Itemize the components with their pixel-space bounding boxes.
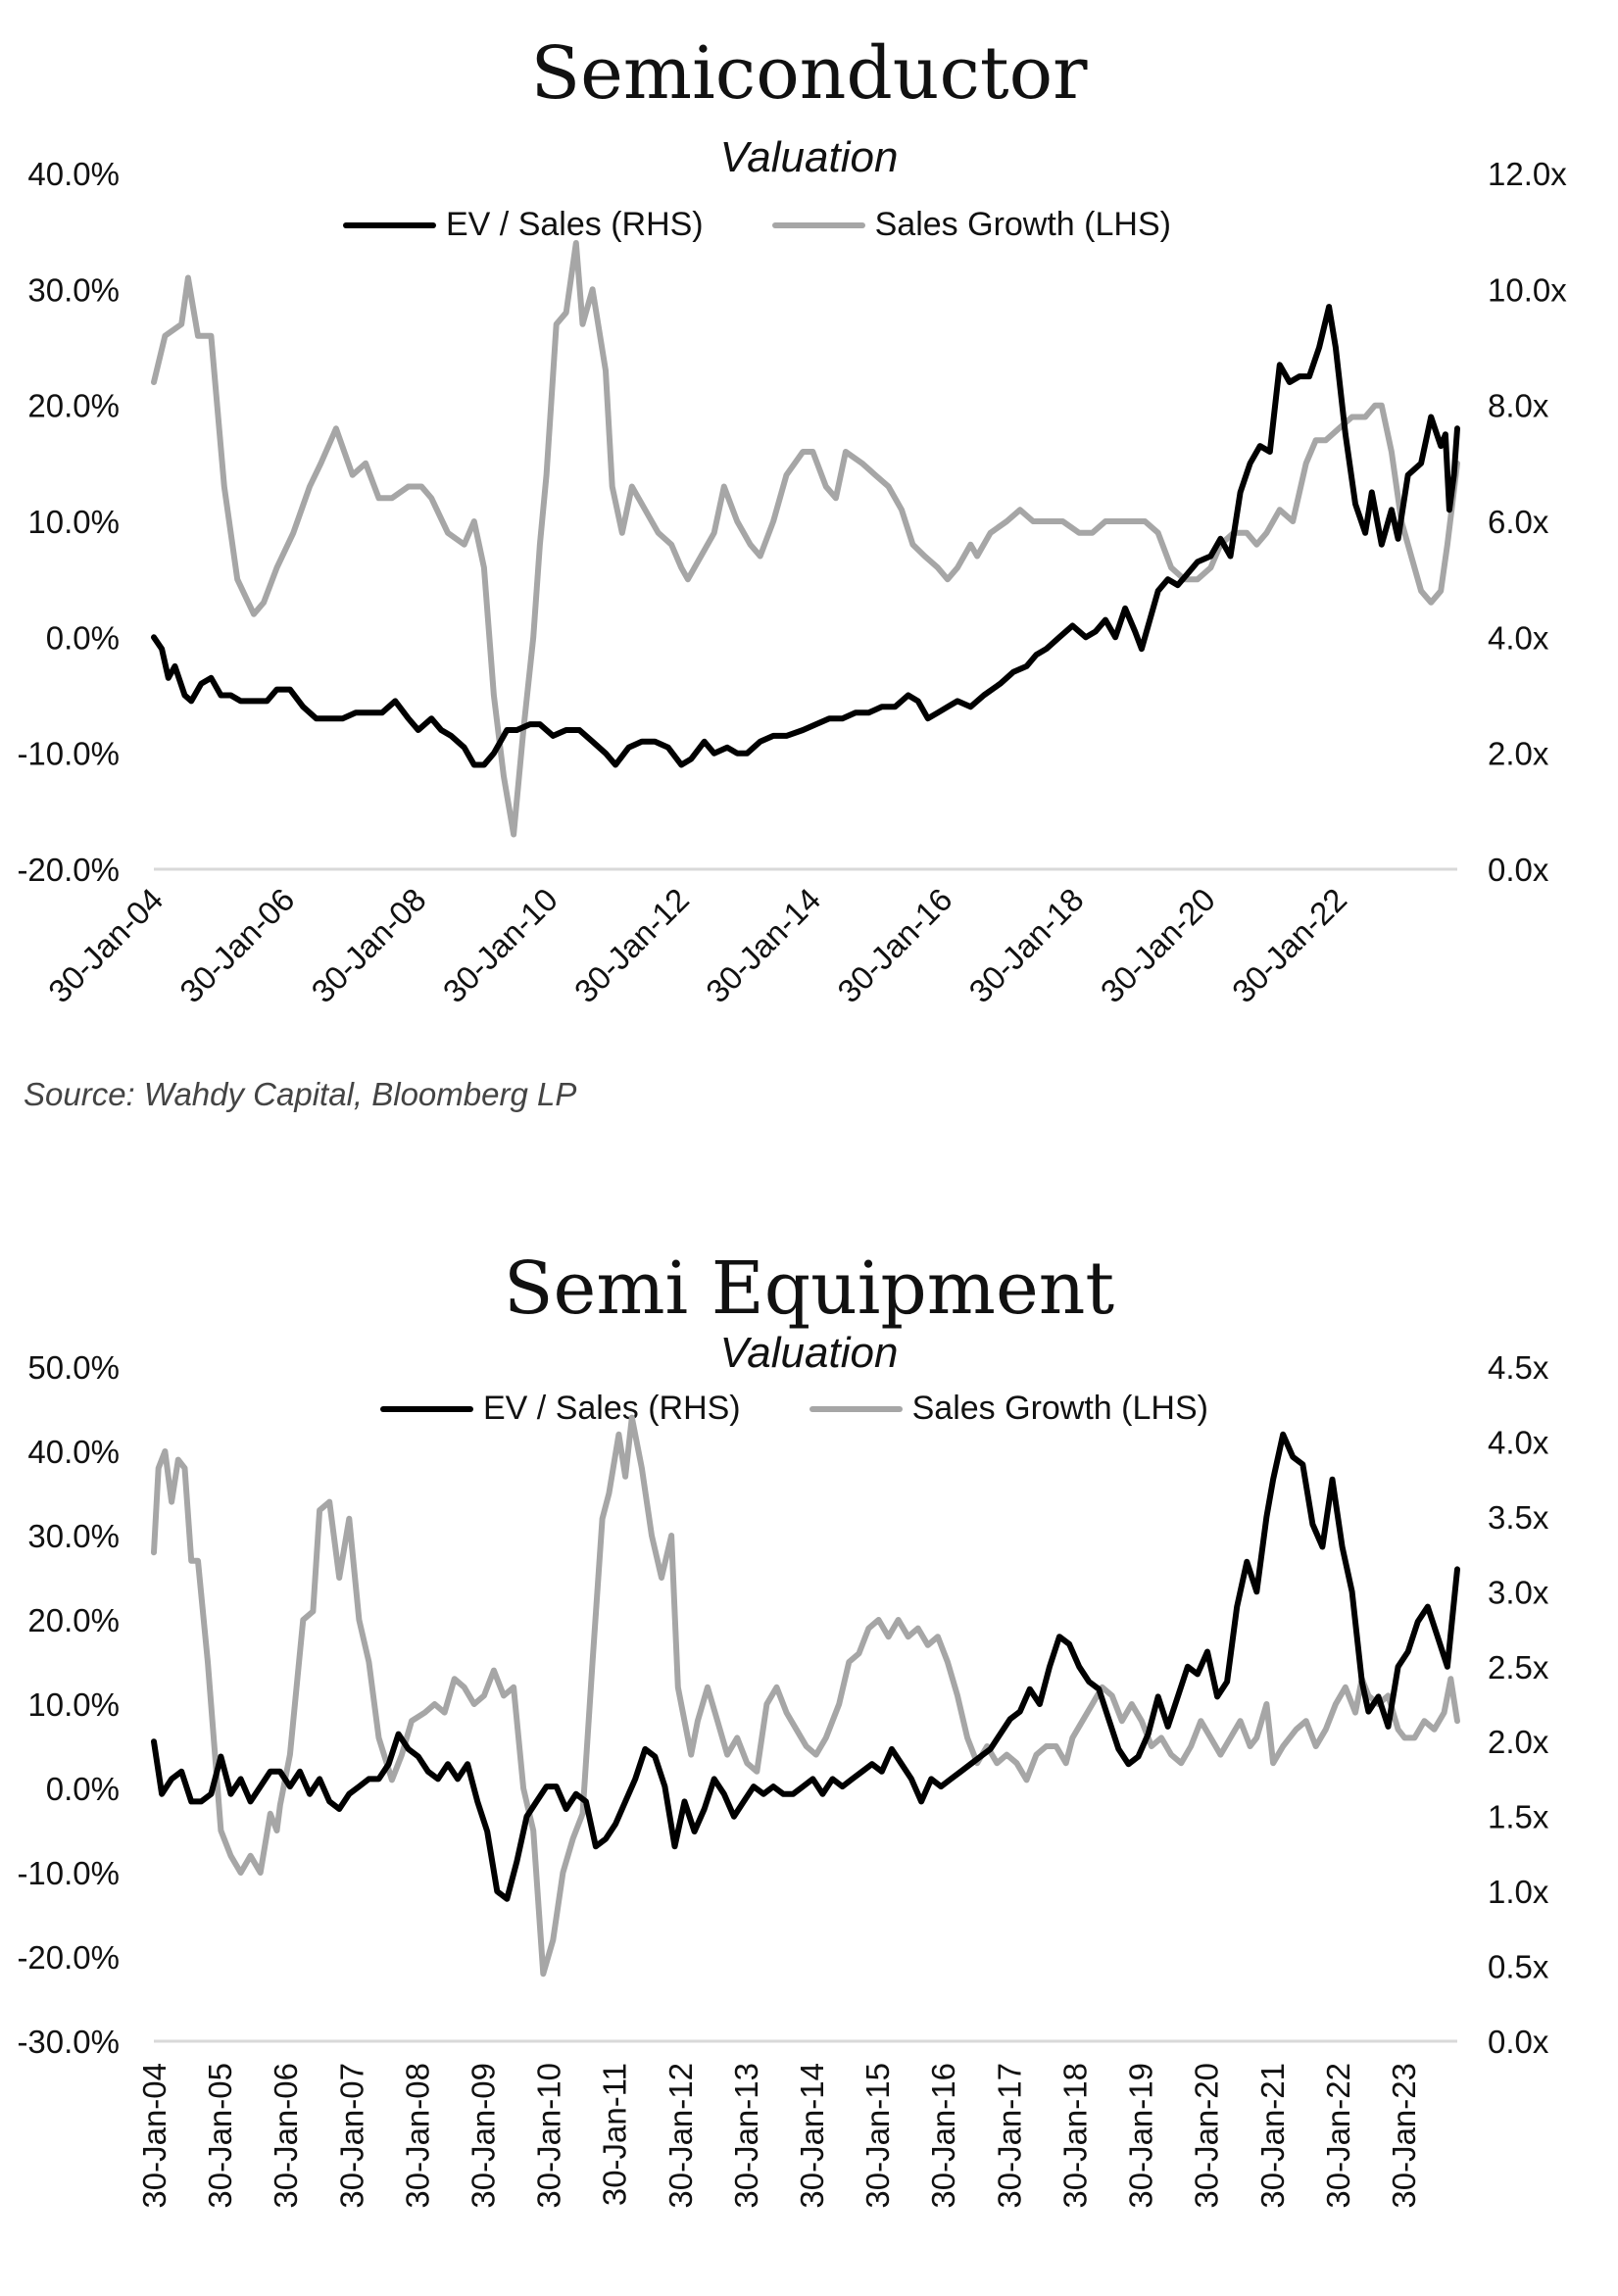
chart-legend: EV / Sales (RHS) Sales Growth (LHS) [343, 206, 1171, 244]
x-tick-label: 30-Jan-18 [1056, 2063, 1093, 2209]
legend-swatch-growth [809, 1405, 903, 1412]
x-tick-label: 30-Jan-19 [1123, 2063, 1159, 2209]
x-tick-label: 30-Jan-12 [567, 881, 696, 1009]
left-tick-label: -20.0% [17, 852, 120, 888]
sales-growth-line [151, 240, 1460, 838]
left-tick-label: -10.0% [17, 1855, 120, 1891]
right-tick-label: 1.5x [1488, 1799, 1549, 1835]
x-tick-label: 30-Jan-21 [1254, 2063, 1291, 2209]
chart-title: Semi Equipment [503, 1246, 1115, 1331]
x-tick-label: 30-Jan-12 [662, 2063, 699, 2209]
legend-swatch-ev [380, 1405, 473, 1412]
right-tick-label: 1.0x [1488, 1874, 1549, 1910]
left-tick-label: 30.0% [27, 1518, 120, 1554]
chart-title: Semiconductor [530, 31, 1088, 116]
left-tick-label: 40.0% [27, 1434, 120, 1470]
left-tick-label: 0.0% [46, 619, 120, 656]
left-tick-label: -10.0% [17, 736, 120, 772]
x-tick-label: 30-Jan-20 [1094, 881, 1222, 1009]
x-tick-label: 30-Jan-15 [859, 2063, 896, 2209]
x-tick-label: 30-Jan-14 [699, 881, 827, 1009]
x-tick-label: 30-Jan-10 [436, 881, 564, 1009]
right-tick-label: 4.0x [1488, 619, 1549, 656]
x-tick-label: 30-Jan-05 [202, 2063, 238, 2209]
x-tick-label: 30-Jan-06 [172, 881, 301, 1009]
ev-sales-line [151, 1431, 1460, 1902]
semiconductor-panel: Semiconductor Valuation EV / Sales (RHS)… [17, 31, 1567, 1112]
legend-label-growth: Sales Growth (LHS) [911, 1390, 1208, 1427]
left-tick-label: 30.0% [27, 271, 120, 308]
legend-item-ev: EV / Sales (RHS) [343, 206, 704, 244]
chart-legend: EV / Sales (RHS) Sales Growth (LHS) [380, 1390, 1208, 1428]
legend-item-ev: EV / Sales (RHS) [380, 1390, 741, 1428]
legend-label-growth: Sales Growth (LHS) [874, 206, 1171, 243]
source-note: Source: Wahdy Capital, Bloomberg LP [24, 1076, 577, 1112]
right-tick-label: 3.0x [1488, 1574, 1549, 1610]
x-tick-label: 30-Jan-07 [333, 2063, 369, 2209]
x-tick-label: 30-Jan-16 [925, 2063, 961, 2209]
sales-growth-line [151, 1414, 1460, 1978]
right-tick-label: 4.0x [1488, 1424, 1549, 1460]
left-tick-label: -20.0% [17, 1939, 120, 1976]
left-tick-label: 10.0% [27, 504, 120, 540]
x-tick-label: 30-Jan-22 [1225, 881, 1353, 1009]
x-tick-label: 30-Jan-08 [399, 2063, 435, 2209]
x-tick-label: 30-Jan-11 [597, 2063, 633, 2206]
x-tick-label: 30-Jan-06 [268, 2063, 304, 2209]
legend-item-growth: Sales Growth (LHS) [771, 206, 1171, 244]
left-tick-label: 50.0% [27, 1349, 120, 1386]
legend-label-ev: EV / Sales (RHS) [446, 206, 704, 243]
left-tick-label: 10.0% [27, 1686, 120, 1723]
legend-label-ev: EV / Sales (RHS) [483, 1390, 741, 1427]
left-tick-label: 20.0% [27, 388, 120, 424]
right-tick-label: 0.0x [1488, 2024, 1549, 2060]
right-tick-label: 3.5x [1488, 1499, 1549, 1536]
chart-subtitle: Valuation [719, 133, 899, 181]
right-tick-label: 0.0x [1488, 852, 1549, 888]
x-tick-label: 30-Jan-13 [728, 2063, 764, 2209]
semiconductor-chart: 40.0% 30.0% 20.0% 10.0% 0.0% -10.0% -20.0% 12.0… [17, 156, 1567, 1009]
right-tick-label: 12.0x [1488, 156, 1567, 192]
legend-swatch-growth [771, 221, 865, 228]
right-tick-label: 2.0x [1488, 736, 1549, 772]
x-tick-label: 30-Jan-22 [1320, 2063, 1356, 2209]
x-tick-label: 30-Jan-04 [41, 881, 170, 1009]
right-tick-label: 8.0x [1488, 388, 1549, 424]
right-tick-label: 0.5x [1488, 1949, 1549, 1985]
left-tick-label: 20.0% [27, 1602, 120, 1638]
semi-equipment-panel: Semi Equipment Valuation EV / Sales (RHS… [0, 1196, 1618, 2296]
left-tick-label: 0.0% [46, 1771, 120, 1807]
left-tick-label: 40.0% [27, 156, 120, 192]
legend-swatch-ev [343, 221, 436, 228]
right-tick-label: 2.5x [1488, 1649, 1549, 1685]
x-tick-label: 30-Jan-10 [531, 2063, 567, 2209]
ev-sales-line [151, 304, 1460, 768]
chart-subtitle: Valuation [719, 1329, 899, 1377]
right-tick-label: 10.0x [1488, 271, 1567, 308]
x-tick-label: 30-Jan-18 [961, 881, 1090, 1009]
x-tick-label: 30-Jan-08 [304, 881, 432, 1009]
x-tick-label: 30-Jan-17 [991, 2063, 1027, 2209]
x-tick-label: 30-Jan-04 [136, 2063, 172, 2209]
x-tick-label: 30-Jan-16 [830, 881, 958, 1009]
x-tick-label: 30-Jan-23 [1386, 2063, 1422, 2209]
semi-equipment-chart: 50.0% 40.0% 30.0% 20.0% 10.0% 0.0% -10.0% -20.0… [17, 1349, 1549, 2209]
right-tick-label: 2.0x [1488, 1724, 1549, 1760]
x-tick-label: 30-Jan-14 [794, 2063, 830, 2209]
x-tick-label: 30-Jan-20 [1189, 2063, 1225, 2209]
left-tick-label: -30.0% [17, 2024, 120, 2060]
x-tick-label: 30-Jan-09 [466, 2063, 502, 2209]
right-tick-label: 4.5x [1488, 1349, 1549, 1386]
legend-item-growth: Sales Growth (LHS) [809, 1390, 1208, 1428]
right-tick-label: 6.0x [1488, 504, 1549, 540]
